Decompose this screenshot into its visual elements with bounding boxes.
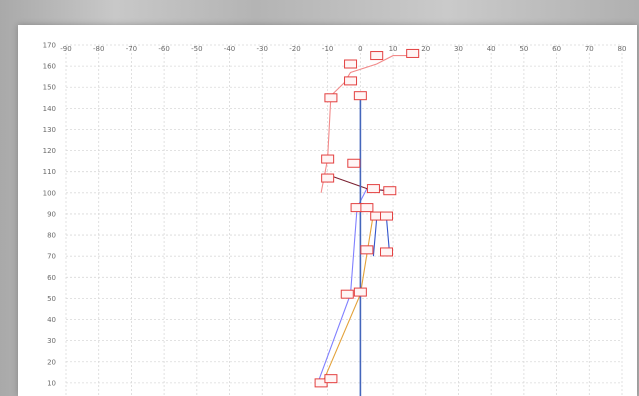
x-tick-label: 30 [454,45,463,53]
data-point-marker [324,93,338,103]
series-line [320,55,420,193]
y-tick-label: 80 [47,232,56,240]
x-tick-label: -10 [322,45,333,53]
data-point-marker [380,247,394,257]
x-tick-label: 60 [552,45,561,53]
data-point-marker [360,203,374,213]
x-tick-label: 0 [358,45,362,53]
data-point-marker [344,76,358,86]
x-tick-label: -80 [93,45,104,53]
data-point-marker [366,184,380,194]
data-point-marker [340,289,354,299]
x-tick-label: 40 [487,45,496,53]
data-point-marker [353,91,367,101]
data-point-marker [347,158,361,168]
x-tick-label: 10 [389,45,398,53]
x-tick-label: -70 [126,45,137,53]
y-tick-label: 100 [43,189,56,197]
y-tick-label: 20 [47,358,56,366]
y-tick-label: 140 [43,105,56,113]
data-point-marker [406,48,420,58]
x-tick-label: 50 [519,45,528,53]
chart-plot: 1020304050607080901001101201301401501601… [43,42,627,396]
y-tick-label: 70 [47,253,56,261]
data-point-marker [383,186,397,196]
data-point-marker [353,287,367,297]
y-tick-label: 50 [47,295,56,303]
chart-window: 10 20 30 40 50 60 70 80 90 100 110 120 130 140 150 160 1… [18,25,637,396]
y-tick-label: 10 [47,379,56,387]
y-tick-label: 40 [47,316,56,324]
x-tick-label: 80 [618,45,627,53]
y-tick-label: 90 [47,210,56,218]
x-tick-label: -50 [191,45,202,53]
y-tick-label: 60 [47,274,56,282]
y-tick-label: 30 [47,337,56,345]
data-point-marker [344,59,358,69]
y-tick-label: 150 [43,84,56,92]
y-tick-label: 110 [43,168,56,176]
x-tick-label: 20 [421,45,430,53]
x-tick-label: -20 [289,45,300,53]
x-tick-label: 70 [585,45,594,53]
data-point-marker [321,173,335,183]
data-point-marker [380,211,394,221]
y-tick-label: 130 [43,126,56,134]
y-tick-label: 120 [43,147,56,155]
series-line [330,175,387,192]
y-tick-label: 160 [43,63,56,71]
x-tick-label: -40 [224,45,235,53]
data-point-marker [370,51,384,61]
x-tick-label: -90 [60,45,71,53]
data-point-marker [324,374,338,384]
y-tick-label: 170 [43,42,56,50]
data-point-marker [360,245,374,255]
data-point-marker [321,154,335,164]
x-tick-label: -60 [158,45,169,53]
x-tick-label: -30 [257,45,268,53]
